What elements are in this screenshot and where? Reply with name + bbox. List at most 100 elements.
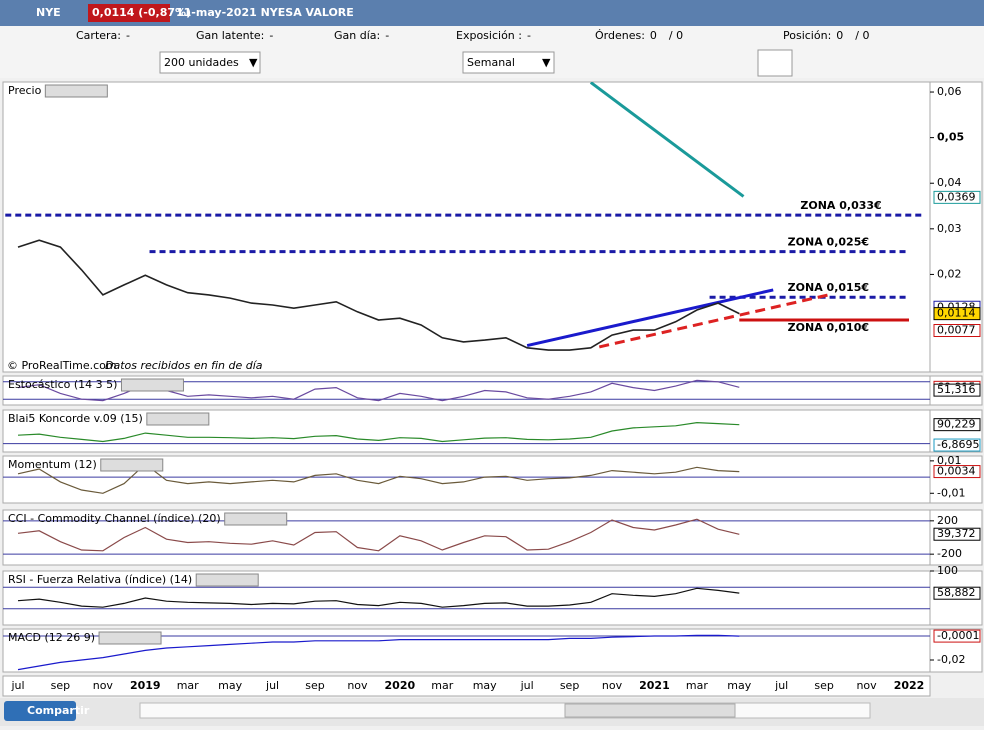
account-summary: Cartera: - Gan latente: - Gan día: - Exposició… — [76, 29, 869, 42]
y-tick-label: -200 — [937, 547, 962, 560]
x-tick-label: mar — [431, 679, 453, 692]
x-tick-label: may — [473, 679, 497, 692]
panel-tools[interactable] — [146, 412, 210, 426]
dropdown-arrow: ▼ — [249, 56, 258, 69]
panel-plot — [5, 82, 922, 351]
value-tag-label: -0,0001 — [937, 629, 979, 642]
chart-type-button[interactable] — [757, 49, 793, 77]
panel-tools[interactable] — [224, 512, 288, 526]
x-tick-label: sep — [305, 679, 324, 692]
panel-title: MACD (12 26 9) — [8, 631, 95, 644]
share-button-text: Compartir — [27, 704, 90, 717]
time-axis — [2, 675, 931, 697]
y-tick-label: 0,04 — [937, 176, 962, 189]
x-tick-label: sep — [560, 679, 579, 692]
value-tag-label: 39,372 — [937, 527, 976, 540]
axis-panel — [929, 455, 983, 504]
scrollbar[interactable] — [139, 702, 871, 719]
y-tick-label: 0,05 — [937, 131, 964, 144]
value-tag — [933, 324, 981, 338]
account-label: Gan día: — [334, 29, 380, 42]
value-tag — [933, 527, 981, 541]
panel — [2, 81, 931, 373]
trend-line — [589, 82, 745, 198]
x-tick-label: nov — [856, 679, 877, 692]
scroll-thumb[interactable] — [564, 703, 736, 718]
value-tag-label: 0,0077 — [937, 324, 976, 337]
series-line — [17, 421, 740, 443]
account-value: - — [126, 29, 130, 42]
panel-title: CCI - Commodity Channel (índice) (20) — [8, 512, 221, 525]
panel-tools[interactable] — [195, 573, 259, 587]
account-value: - — [269, 29, 273, 42]
value-tag — [933, 465, 981, 479]
panel-title: RSI - Fuerza Relativa (índice) (14) — [8, 573, 192, 586]
x-tick-label: nov — [93, 679, 114, 692]
chart-area: 0,06 0,05 0,04 0,03 0,02 ZONA 0,033€ ZONA 0,02… — [2, 81, 983, 697]
x-tick-label: may — [218, 679, 242, 692]
quote: 0,0114 (-0,87%) — [92, 6, 191, 19]
share-button[interactable] — [4, 701, 76, 721]
account-value: / 0 — [855, 29, 869, 42]
period-select-text: Semanal — [467, 56, 515, 69]
account-label: Órdenes: — [595, 29, 645, 42]
y-tick-label: -0,02 — [937, 653, 965, 666]
panel — [2, 509, 931, 566]
account-label: Posición: — [783, 29, 831, 42]
x-tick-label: jul — [774, 679, 788, 692]
x-tick-label: 2019 — [130, 679, 161, 692]
panel-tools[interactable] — [120, 378, 184, 392]
account-label: Exposición : — [456, 29, 522, 42]
panel-plot — [3, 518, 930, 555]
value-tag-label: 90,229 — [937, 418, 976, 431]
value-tag — [933, 307, 981, 321]
panel-title: Estocástico (14 3 5) — [8, 378, 117, 391]
zone-label: ZONA 0,015€ — [788, 281, 869, 294]
x-tick-label: sep — [51, 679, 70, 692]
value-tag-label: 0,0114 — [937, 307, 976, 320]
value-tag — [933, 383, 981, 397]
x-tick-label: mar — [177, 679, 199, 692]
panel-tools[interactable] — [44, 84, 108, 98]
y-tick-label: 0,03 — [937, 222, 962, 235]
y-tick-label: -0,01 — [937, 486, 965, 499]
zone-label: ZONA 0,033€ — [800, 199, 881, 212]
account-value: - — [385, 29, 389, 42]
value-tag — [933, 190, 981, 204]
value-tag — [933, 586, 981, 600]
dropdown-arrow: ▼ — [542, 56, 551, 69]
y-tick-label: 0,01 — [937, 454, 962, 467]
panel — [2, 570, 931, 626]
x-tick-label: mar — [686, 679, 708, 692]
x-tick-label: jul — [265, 679, 279, 692]
panel-title: Blai5 Koncorde v.09 (15) — [8, 412, 143, 425]
zone-label: ZONA 0,025€ — [788, 236, 869, 249]
x-tick-label: 2020 — [385, 679, 416, 692]
trend-line — [598, 293, 829, 349]
value-tag — [933, 629, 981, 643]
period-select[interactable] — [462, 51, 555, 74]
account-label: Gan latente: — [196, 29, 264, 42]
value-tag — [933, 438, 981, 452]
units-select[interactable] — [159, 51, 261, 74]
series-line — [17, 587, 740, 608]
x-tick-label: nov — [347, 679, 368, 692]
watermark-source: © ProRealTime.com — [7, 359, 117, 372]
account-value: / 0 — [669, 29, 683, 42]
value-tag-label: 58,882 — [937, 586, 976, 599]
x-tick-label: may — [727, 679, 751, 692]
series-line — [17, 634, 740, 671]
x-tick-label: jul — [10, 679, 24, 692]
zone-label: ZONA 0,010€ — [788, 321, 869, 334]
panel-tools[interactable] — [100, 458, 164, 472]
x-tick-label: jul — [520, 679, 534, 692]
y-tick-label: 0,06 — [937, 85, 962, 98]
symbol[interactable]: NYE — [36, 6, 61, 19]
axis-panel — [929, 81, 983, 373]
panel-tools[interactable] — [98, 631, 162, 645]
account-bar — [0, 26, 984, 48]
instrument-info: 11-may-2021 NYESA VALORE — [176, 6, 354, 19]
value-tag-label: 0,0034 — [937, 465, 976, 478]
